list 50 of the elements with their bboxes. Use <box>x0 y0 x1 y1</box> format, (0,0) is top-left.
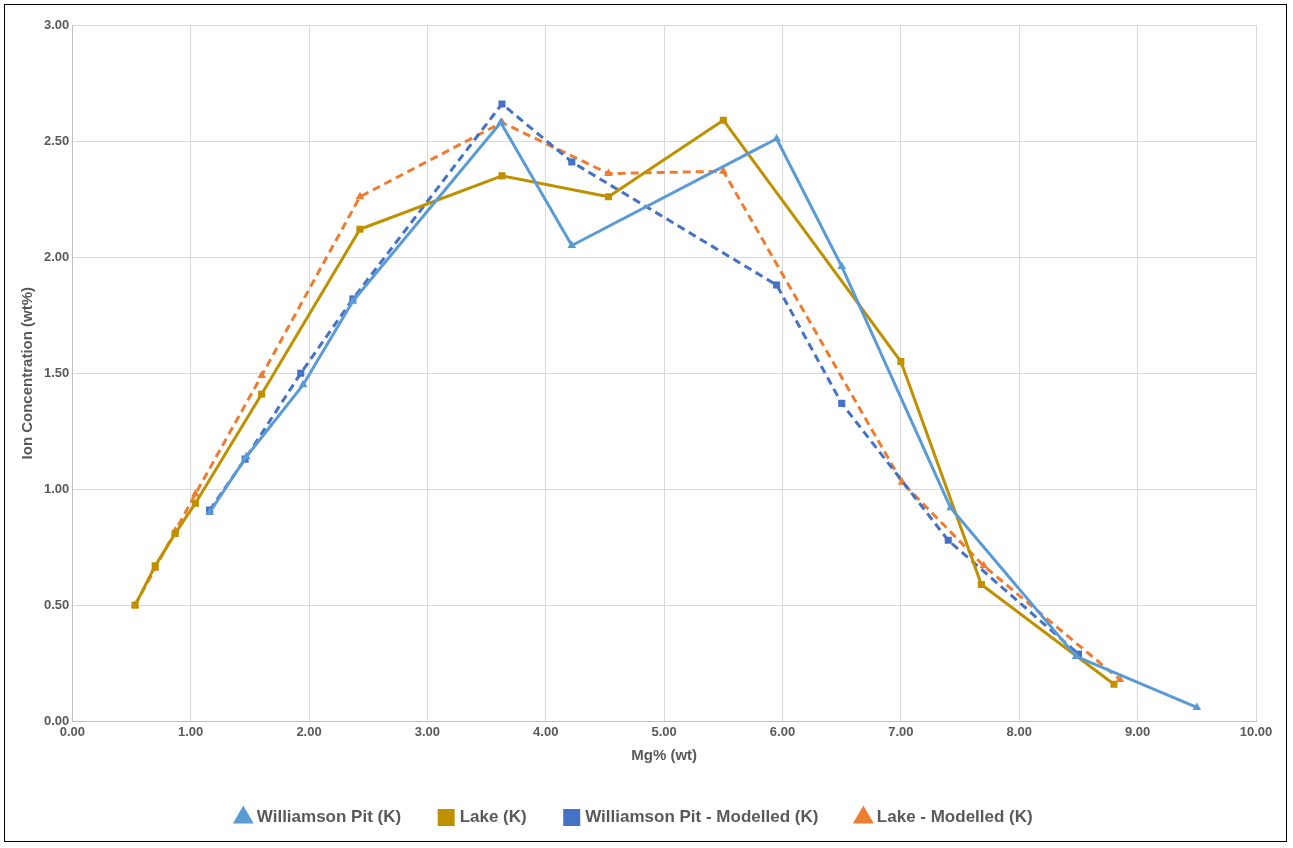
point <box>498 100 506 108</box>
x-tick-label: 4.00 <box>533 723 559 739</box>
legend-label: Lake - Modelled (K) <box>876 807 1033 827</box>
y-tick-label: 1.50 <box>43 364 70 380</box>
point <box>946 502 955 511</box>
point <box>604 168 613 177</box>
point <box>719 166 728 174</box>
point <box>567 240 577 249</box>
point <box>719 116 727 124</box>
x-tick-label: 10.00 <box>1239 723 1273 739</box>
legend-label: Williamson Pit - Modelled (K) <box>585 807 819 827</box>
point <box>1110 680 1118 688</box>
point <box>356 225 364 233</box>
point <box>979 560 989 569</box>
point <box>773 281 781 289</box>
y-tick-label: 1.00 <box>43 480 70 496</box>
point <box>191 499 199 507</box>
point <box>838 399 846 407</box>
point <box>568 158 576 166</box>
point <box>772 133 781 142</box>
x-tick-label: 9.00 <box>1124 723 1151 739</box>
legend-label: Williamson Pit (K) <box>256 807 402 827</box>
x-tick-label: 8.00 <box>1006 723 1032 739</box>
x-tick-label: 5.00 <box>651 723 677 739</box>
y-tick-label: 3.00 <box>43 16 70 32</box>
point <box>498 172 506 180</box>
point <box>258 390 266 398</box>
point <box>257 370 267 379</box>
point <box>977 580 985 588</box>
y-tick-label: 0.00 <box>43 712 70 728</box>
y-tick-label: 0.50 <box>43 596 70 612</box>
point <box>944 536 952 544</box>
x-tick-label: 6.00 <box>769 723 796 739</box>
point <box>1192 702 1202 710</box>
point <box>298 379 308 388</box>
x-tick-label: 2.00 <box>296 723 322 739</box>
legend-label: Lake (K) <box>459 807 527 827</box>
point <box>837 261 847 269</box>
x-axis-title: Mg% (wt) <box>631 746 698 764</box>
x-tick-label: 3.00 <box>414 723 441 739</box>
point <box>297 369 305 377</box>
x-tick-label: 7.00 <box>888 723 914 739</box>
point <box>241 451 251 460</box>
y-tick-label: 2.00 <box>43 248 70 264</box>
y-tick-label: 2.50 <box>43 132 70 148</box>
point <box>604 193 613 201</box>
point <box>355 191 365 200</box>
x-tick-label: 1.00 <box>178 723 204 739</box>
point <box>897 358 905 366</box>
y-axis-title: Ion Concentration (wt%) <box>18 286 36 460</box>
